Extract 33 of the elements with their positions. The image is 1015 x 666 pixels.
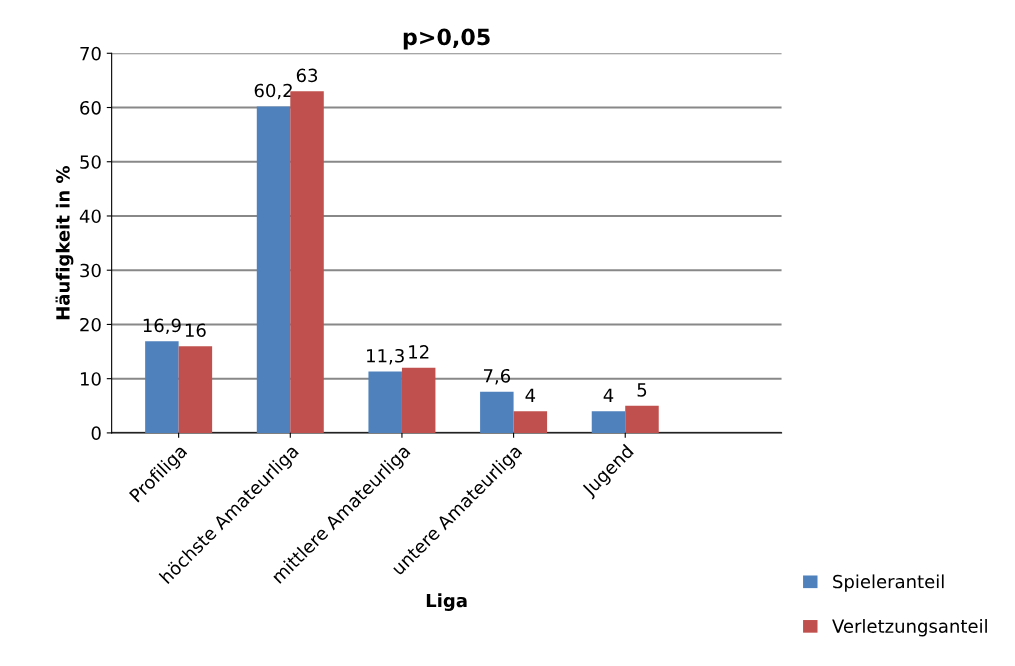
- bar: [625, 405, 659, 433]
- legend-label: Spieleranteil: [833, 574, 944, 592]
- data-label: 60,2: [254, 83, 292, 100]
- data-label: 63: [296, 68, 318, 83]
- bar: [513, 411, 548, 433]
- bar: [401, 367, 436, 433]
- data-label: 4: [525, 388, 536, 402]
- y-tick-label: 30: [80, 263, 101, 278]
- data-label: 4: [603, 388, 614, 402]
- y-tick-label: 60: [80, 100, 101, 115]
- x-axis-title: Liga: [426, 593, 467, 611]
- bar: [368, 371, 402, 433]
- y-tick-label: 0: [91, 426, 101, 441]
- data-label: 5: [637, 383, 647, 397]
- y-tick-label: 40: [79, 209, 101, 224]
- y-tick-label: 70: [80, 46, 101, 61]
- bar: [480, 391, 514, 433]
- legend-label: Verletzungsanteil: [832, 618, 987, 637]
- data-label: 16,9: [143, 318, 181, 335]
- data-label: 11,3: [367, 348, 404, 365]
- data-label: 12: [409, 345, 429, 359]
- bar: [256, 106, 291, 433]
- data-label: 7,6: [483, 368, 511, 385]
- y-axis-title: Häufigkeit in %: [55, 165, 74, 320]
- y-tick-label: 50: [80, 155, 101, 169]
- bar: [290, 91, 324, 433]
- bar: [145, 341, 179, 433]
- y-tick-label: 10: [80, 372, 101, 386]
- data-label: 16: [185, 323, 206, 338]
- y-tick-label: 20: [80, 317, 101, 332]
- bar: [178, 346, 213, 433]
- bar: [591, 411, 626, 433]
- chart-title: p>0,05: [403, 28, 490, 50]
